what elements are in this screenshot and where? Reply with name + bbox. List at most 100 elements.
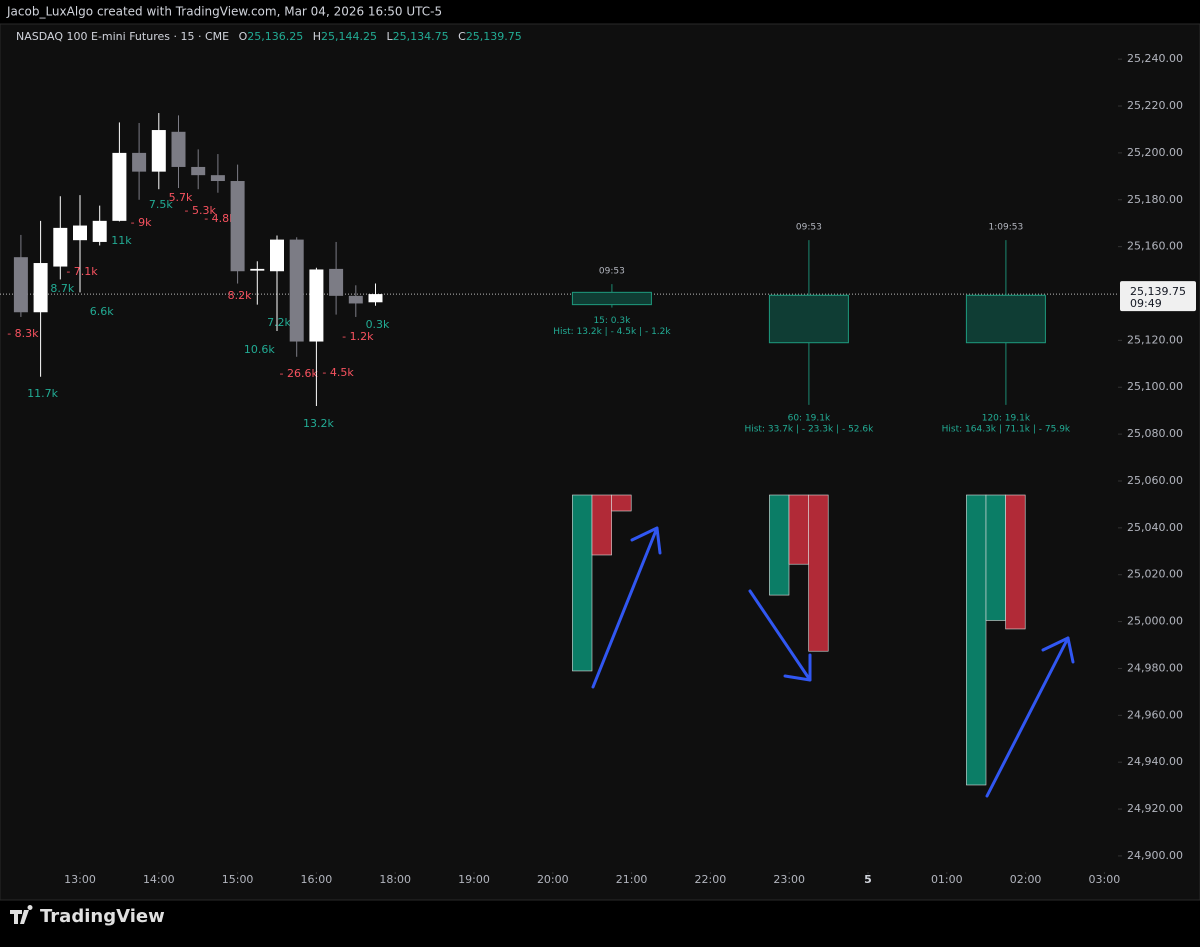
x-tick-label: 15:00 (222, 873, 254, 886)
price-tag-label: 25,139.75 (1130, 285, 1186, 298)
candle-body (348, 295, 363, 304)
y-tick-label: 25,080.00 (1127, 427, 1183, 440)
credit: Jacob_LuxAlgo created with TradingView.c… (6, 5, 442, 19)
ohlc-value: 25,139.75 (466, 30, 522, 43)
candle-body (270, 239, 284, 272)
hist-bar (966, 494, 987, 786)
candle-body (112, 152, 127, 221)
hist-bar (572, 494, 593, 672)
forecast-box (768, 294, 849, 344)
candle-body (132, 152, 147, 172)
candle-body (191, 166, 206, 176)
symbol: NASDAQ 100 E-mini Futures · 15 · CME (16, 30, 229, 43)
y-tick-label: 25,160.00 (1127, 240, 1183, 253)
volume-label: - 9k (131, 216, 152, 229)
ohlc-name: H (313, 30, 321, 43)
y-tick-label: 25,060.00 (1127, 474, 1183, 487)
hist-bar (1005, 494, 1026, 630)
hist-bar (591, 494, 612, 556)
hist-bar (769, 494, 790, 596)
forecast-box (965, 294, 1046, 344)
candle-body (73, 225, 87, 241)
volume-label: - 1.2k (342, 330, 374, 343)
x-tick-label: 03:00 (1089, 873, 1121, 886)
y-tick-label: 25,020.00 (1127, 568, 1183, 581)
countdown: 09:53 (796, 223, 822, 233)
forecast-summary: 60: 19.1k (788, 413, 831, 423)
candle-body (92, 220, 107, 242)
volume-label: - 4.8k (204, 212, 236, 225)
volume-label: - 26.6k (280, 367, 319, 380)
candle-body (13, 257, 28, 313)
ohlc-value: 25,136.25 (247, 30, 303, 43)
arrow (985, 636, 1075, 798)
candle-body (329, 268, 344, 296)
y-tick-label: 24,900.00 (1127, 849, 1183, 862)
candle-body (151, 130, 166, 172)
x-tick-label: 19:00 (458, 873, 490, 886)
volume-label: 8.2k (228, 289, 252, 302)
forecast-hist: Hist: 13.2k | - 4.5k | - 1.2k (553, 327, 671, 337)
volume-label: 11.7k (27, 387, 58, 400)
candle-body (250, 268, 265, 271)
x-tick-label: 21:00 (616, 873, 648, 886)
y-tick-label: 25,000.00 (1127, 615, 1183, 628)
volume-label: - 8.3k (7, 327, 39, 340)
y-tick-label: 25,100.00 (1127, 380, 1183, 393)
y-tick-label: 25,120.00 (1127, 333, 1183, 346)
volume-label: 10.6k (244, 343, 275, 356)
candle-body (171, 131, 186, 167)
y-tick-label: 25,180.00 (1127, 193, 1183, 206)
volume-label: 11k (111, 234, 132, 247)
candle-body (289, 239, 304, 342)
brand: TradingView (40, 906, 165, 927)
ohlc-value: 25,144.25 (321, 30, 377, 43)
forecast-hist: Hist: 164.3k | 71.1k | - 75.9k (942, 424, 1071, 434)
forecast-box (571, 291, 652, 306)
volume-label: 5.7k (169, 191, 193, 204)
x-tick-label: 5 (864, 873, 872, 886)
x-tick-label: 23:00 (773, 873, 805, 886)
countdown: 1:09:53 (989, 223, 1024, 233)
hist-bar (611, 494, 632, 512)
forecast-summary: 120: 19.1k (982, 413, 1031, 423)
y-tick-label: 24,960.00 (1127, 708, 1183, 721)
candle-body (230, 181, 245, 272)
countdown: 09:53 (599, 267, 625, 277)
ohlc-name: O (239, 30, 248, 43)
y-tick-label: 25,040.00 (1127, 521, 1183, 534)
volume-label: 7.2k (267, 316, 291, 329)
candle-body (368, 294, 383, 303)
y-tick-label: 24,980.00 (1127, 661, 1183, 674)
arrows (591, 526, 1075, 798)
arrow (591, 526, 662, 689)
ohlc-value: 25,134.75 (393, 30, 449, 43)
forecast-summary: 15: 0.3k (593, 316, 631, 326)
volume-label: 8.7k (50, 282, 74, 295)
hist-bar (808, 494, 829, 652)
x-tick-label: 02:00 (1010, 873, 1042, 886)
volume-label: - 4.5k (322, 366, 354, 379)
ohlc-name: L (387, 30, 394, 43)
x-tick-label: 22:00 (695, 873, 727, 886)
volume-label: - 5.3k (185, 204, 217, 217)
price-tag (1120, 281, 1196, 312)
y-tick-label: 25,240.00 (1127, 52, 1183, 65)
price-tag-countdown: 09:49 (1130, 297, 1162, 310)
y-tick-label: 24,940.00 (1127, 755, 1183, 768)
candle-body (309, 269, 324, 342)
volume-label: 6.6k (90, 305, 114, 318)
y-tick-label: 25,200.00 (1127, 146, 1183, 159)
brand-logo: TradingView (10, 905, 165, 927)
volume-label: 13.2k (303, 417, 334, 430)
logo-mark (10, 905, 33, 924)
y-tick-label: 24,920.00 (1127, 802, 1183, 815)
candle-body (33, 263, 48, 313)
x-tick-label: 18:00 (379, 873, 411, 886)
x-tick-label: 13:00 (64, 873, 96, 886)
volume-label: 0.3k (366, 318, 390, 331)
ohlc-name: C (458, 30, 466, 43)
volume-label: - 7.1k (66, 265, 98, 278)
forecast-hist: Hist: 33.7k | - 23.3k | - 52.6k (744, 424, 874, 434)
